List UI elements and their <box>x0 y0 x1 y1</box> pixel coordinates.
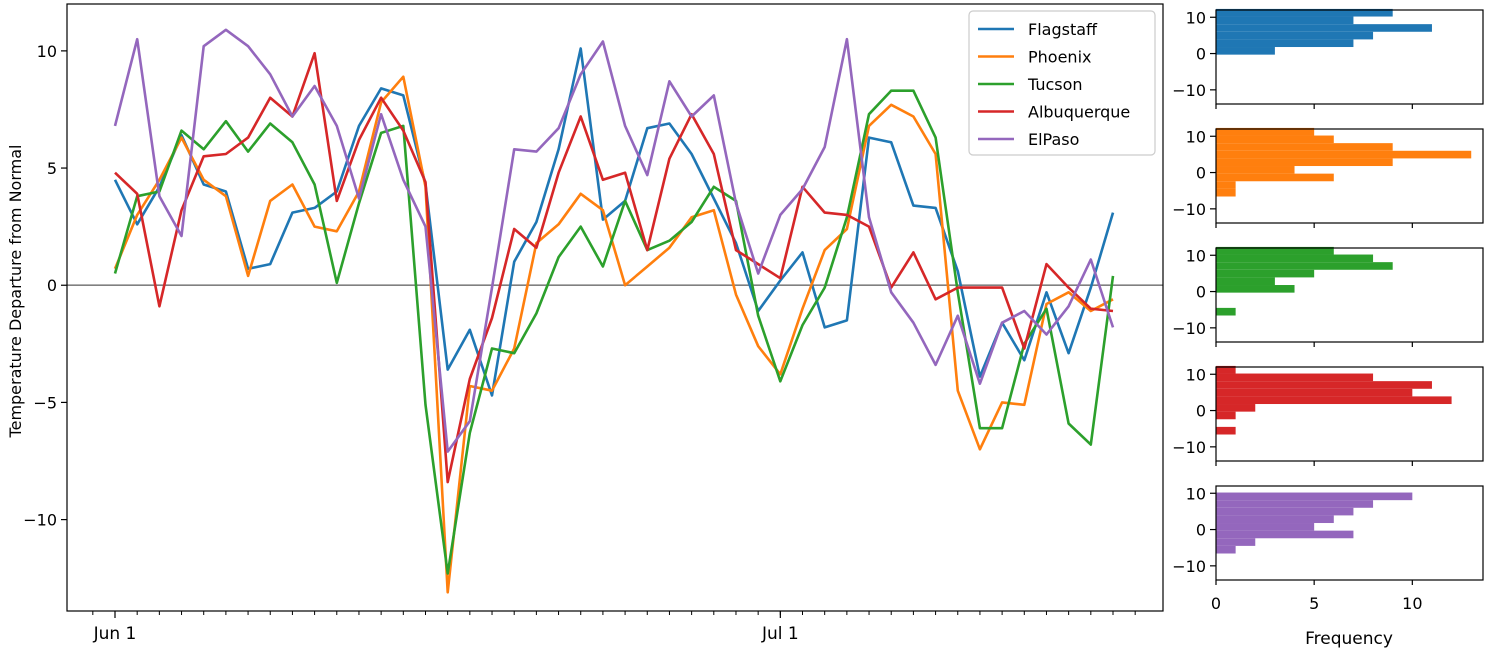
legend-label-flagstaff: Flagstaff <box>1028 20 1098 39</box>
histogram-frame <box>1215 485 1484 581</box>
histogram-panel-flagstaff: −10 0 10 <box>1172 8 1484 109</box>
histogram-y-tick-label: 0 <box>1196 402 1206 421</box>
histogram-y-tick-label: 0 <box>1196 45 1206 64</box>
histogram-panel-elpaso: −10 0 10 0 5 10 <box>1172 484 1484 613</box>
histogram-bar <box>1216 507 1354 516</box>
histogram-bar <box>1216 16 1354 25</box>
histogram-frame <box>1215 366 1484 462</box>
histogram-bar <box>1216 150 1472 159</box>
x-tick-label: Jul 1 <box>761 624 799 644</box>
histogram-bar <box>1216 426 1236 435</box>
histogram-bar <box>1216 285 1295 293</box>
histogram-bar <box>1216 381 1432 389</box>
histogram-y-tick-label: −10 <box>1172 557 1206 576</box>
histogram-y-tick-label: 10 <box>1186 484 1206 503</box>
legend: Flagstaff Phoenix Tucson Albuquerque ElPaso <box>968 10 1156 156</box>
histogram-y-tick-label: 0 <box>1196 164 1206 183</box>
series-line-albuquerque <box>114 51 1114 484</box>
histogram-bar <box>1216 307 1236 316</box>
histogram-bar <box>1216 31 1374 40</box>
histogram-y-tick-label: −10 <box>1172 438 1206 457</box>
histogram-bar <box>1216 8 1393 17</box>
histogram-bar <box>1216 492 1413 501</box>
histogram-y-tick-label: 10 <box>1186 246 1206 265</box>
histogram-y-tick-label: 10 <box>1186 365 1206 384</box>
histogram-bar <box>1216 24 1432 32</box>
histogram-bar <box>1216 269 1315 278</box>
histogram-bar <box>1216 47 1275 55</box>
histogram-bar <box>1216 523 1315 531</box>
histogram-bar <box>1216 166 1295 174</box>
histogram-bar <box>1216 538 1256 546</box>
histogram-y-tick-label: 10 <box>1186 8 1206 27</box>
series-line-flagstaff <box>113 47 1115 397</box>
histogram-x-tick-label: 0 <box>1211 594 1221 613</box>
legend-label-phoenix: Phoenix <box>1028 48 1091 67</box>
y-tick-label: −5 <box>33 393 57 412</box>
histogram-bar <box>1216 388 1413 397</box>
histogram-bar <box>1216 262 1393 270</box>
histogram-bar <box>1216 411 1236 420</box>
series-line-phoenix <box>113 75 1114 594</box>
series-line-tucson <box>113 89 1115 575</box>
histogram-bar <box>1216 515 1334 524</box>
legend-frame <box>968 10 1156 156</box>
histogram-x-tick-label: 10 <box>1402 594 1422 613</box>
histogram-bar <box>1216 39 1354 48</box>
histogram-y-tick-label: 0 <box>1196 521 1206 540</box>
series-line-elpaso <box>113 28 1115 453</box>
histogram-bar <box>1216 404 1256 412</box>
histogram-y-tick-label: −10 <box>1172 81 1206 100</box>
histogram-bar <box>1216 277 1275 286</box>
histogram-bar <box>1216 173 1334 182</box>
histogram-bar <box>1216 254 1374 263</box>
legend-label-albuquerque: Albuquerque <box>1028 103 1130 122</box>
histogram-bar <box>1216 373 1374 382</box>
histogram-frame <box>1215 247 1484 343</box>
y-tick-label: −10 <box>23 511 57 530</box>
histogram-bar <box>1216 158 1393 167</box>
histogram-frame <box>1215 9 1484 105</box>
plot-frame <box>66 3 1164 612</box>
histogram-panels: −10 0 10 −10 0 10 −10 0 10 −10 0 10 −10 0 10 0 5 10 <box>1172 8 1484 613</box>
histogram-bar <box>1216 188 1236 197</box>
legend-label-tucson: Tucson <box>1027 75 1083 94</box>
histogram-bar <box>1216 396 1452 405</box>
histogram-bar <box>1216 365 1236 374</box>
histogram-bar <box>1216 135 1334 144</box>
histogram-bar <box>1216 127 1315 136</box>
y-tick-label: 10 <box>37 42 57 61</box>
y-tick-label: 0 <box>47 276 57 295</box>
legend-label-elpaso: ElPaso <box>1028 130 1079 149</box>
histogram-bar <box>1216 143 1393 151</box>
histogram-bar <box>1216 246 1334 255</box>
histogram-y-tick-label: 10 <box>1186 127 1206 146</box>
y-tick-label: 5 <box>47 159 57 178</box>
histogram-frame <box>1215 128 1484 224</box>
y-axis-label: Temperature Departure from Normal <box>6 145 25 439</box>
histogram-y-tick-label: −10 <box>1172 200 1206 219</box>
main-line-plot: −10 −5 0 5 10 Jun 1 Jul 1 <box>23 3 1164 644</box>
histogram-bar <box>1216 181 1236 189</box>
x-tick-label: Jun 1 <box>93 624 137 644</box>
histogram-bar <box>1216 530 1354 539</box>
histogram-x-axis-label: Frequency <box>1305 629 1393 649</box>
histogram-bar <box>1216 500 1374 508</box>
histogram-panel-phoenix: −10 0 10 <box>1172 127 1484 228</box>
histogram-y-tick-label: 0 <box>1196 283 1206 302</box>
histogram-x-tick-label: 5 <box>1309 594 1319 613</box>
histogram-panel-tucson: −10 0 10 <box>1172 246 1484 347</box>
histogram-y-tick-label: −10 <box>1172 319 1206 338</box>
histogram-panel-albuquerque: −10 0 10 <box>1172 365 1484 466</box>
histogram-bar <box>1216 545 1236 554</box>
